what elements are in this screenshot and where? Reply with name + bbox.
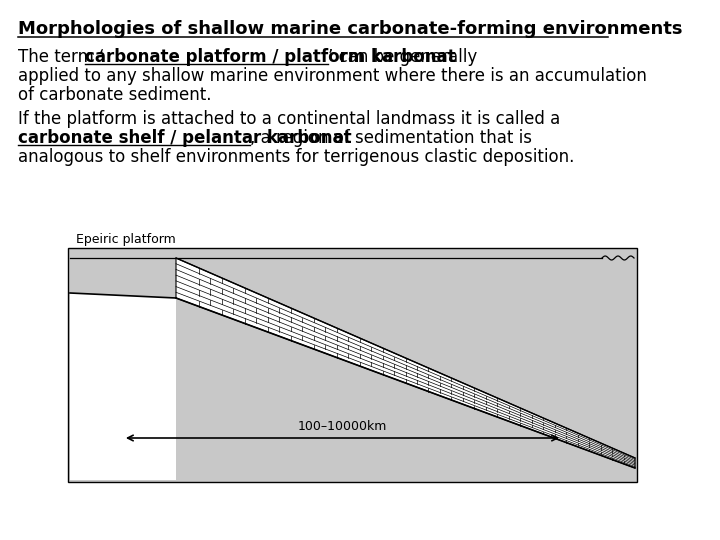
Text: applied to any shallow marine environment where there is an accumulation: applied to any shallow marine environmen… [18,67,647,85]
Text: analogous to shelf environments for terrigenous clastic deposition.: analogous to shelf environments for terr… [18,148,575,166]
Text: ’ can be generally: ’ can be generally [328,48,477,66]
Text: carbonate shelf / pelantar karbonat: carbonate shelf / pelantar karbonat [18,129,351,147]
Polygon shape [70,250,176,480]
Polygon shape [176,258,635,468]
Text: of carbonate sediment.: of carbonate sediment. [18,86,212,104]
Text: 100–10000km: 100–10000km [298,420,387,433]
Text: Epeiric platform: Epeiric platform [76,233,176,246]
Text: carbonate platform / platform karbonat: carbonate platform / platform karbonat [85,48,456,66]
Text: The term ‘: The term ‘ [18,48,104,66]
Text: Morphologies of shallow marine carbonate-forming environments: Morphologies of shallow marine carbonate… [18,20,683,38]
Bar [68,248,637,482]
Text: If the platform is attached to a continental landmass it is called a: If the platform is attached to a contine… [18,110,560,128]
Text: , a region of sedimentation that is: , a region of sedimentation that is [250,129,532,147]
